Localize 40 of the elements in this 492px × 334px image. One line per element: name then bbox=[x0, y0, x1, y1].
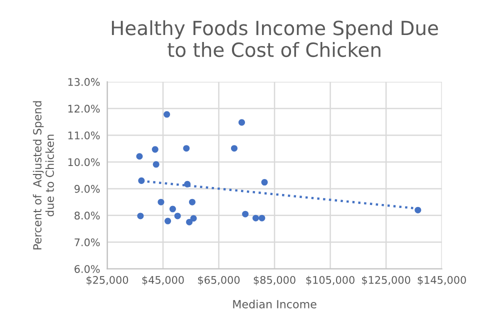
x-tick-label: $145,000 bbox=[418, 276, 466, 286]
point bbox=[242, 210, 249, 218]
point bbox=[164, 111, 170, 118]
x-tick-label: $45,000 bbox=[142, 276, 184, 286]
point bbox=[138, 177, 145, 184]
point bbox=[188, 198, 196, 206]
point bbox=[152, 161, 160, 168]
point bbox=[186, 218, 193, 226]
point bbox=[152, 146, 158, 153]
point bbox=[252, 214, 259, 222]
y-tick-label: 11.0% bbox=[68, 131, 100, 140]
y-tick-label: 13.0% bbox=[68, 78, 100, 86]
x-tick-label: $65,000 bbox=[198, 276, 240, 286]
point bbox=[174, 212, 181, 220]
point bbox=[158, 198, 164, 206]
point bbox=[230, 145, 238, 152]
point bbox=[184, 180, 191, 188]
x-tick-label: $85,000 bbox=[254, 276, 296, 286]
point bbox=[164, 218, 172, 224]
x-axis-title: Median Income bbox=[233, 300, 316, 308]
point bbox=[238, 119, 246, 126]
chart-title: Healthy Foods Income Spend Due to the Cost of Chicken bbox=[112, 20, 438, 58]
y-tick-label: 7.0% bbox=[74, 238, 100, 246]
point bbox=[183, 145, 190, 152]
point bbox=[261, 179, 268, 186]
point bbox=[169, 206, 176, 212]
point bbox=[190, 215, 197, 222]
y-tick-label: 9.0% bbox=[74, 184, 100, 193]
point bbox=[258, 214, 266, 222]
point bbox=[137, 212, 144, 220]
point bbox=[414, 206, 422, 214]
y-tick-label: 12.0% bbox=[68, 104, 100, 113]
x-tick-label: $125,000 bbox=[362, 276, 410, 286]
x-tick-label: $105,000 bbox=[306, 276, 354, 286]
x-tick-label: $25,000 bbox=[86, 276, 128, 286]
y-tick-label: 6.0% bbox=[74, 265, 100, 273]
y-tick-label: 10.0% bbox=[68, 158, 100, 166]
point bbox=[136, 153, 143, 160]
y-tick-label: 8.0% bbox=[74, 212, 100, 220]
y-axis-title: Percent of Adjusted Spend due to Chicken bbox=[32, 101, 54, 250]
